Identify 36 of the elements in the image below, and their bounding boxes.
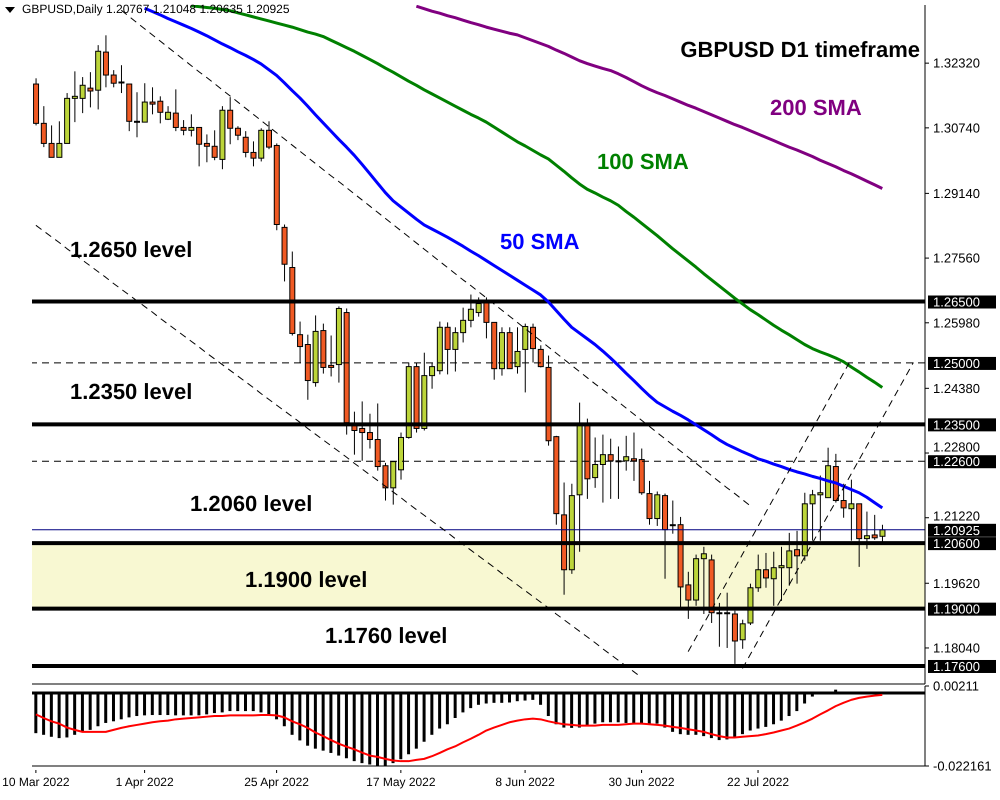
annotation: 1.2650 level bbox=[70, 237, 192, 264]
annotation: 1.2350 level bbox=[70, 379, 192, 406]
ref-line-label: 1.19000 bbox=[933, 602, 980, 617]
ref-line-label: 1.20600 bbox=[933, 536, 980, 552]
annotation: 1.1900 level bbox=[245, 566, 368, 593]
y-tick-label: 1.27560 bbox=[933, 250, 980, 266]
ref-line-label: 1.20925 bbox=[933, 522, 980, 538]
series-label: 100 SMA bbox=[597, 149, 689, 175]
y-tick-label: 1.30740 bbox=[933, 120, 980, 136]
x-tick-label: 22 Jul 2022 bbox=[727, 775, 790, 789]
x-tick-label: 30 Jun 2022 bbox=[608, 775, 675, 789]
ref-line-label: 1.22600 bbox=[933, 454, 980, 470]
y-tick-label: 1.24380 bbox=[933, 380, 980, 396]
ref-line-label: 1.26500 bbox=[933, 294, 980, 310]
x-tick-label: 10 Mar 2022 bbox=[2, 775, 70, 789]
x-tick-label: 17 May 2022 bbox=[366, 775, 436, 789]
ref-line-label: 1.17600 bbox=[933, 658, 980, 674]
annotation: 1.2060 level bbox=[190, 491, 312, 518]
y-tick-label: 1.18040 bbox=[933, 640, 980, 656]
series-label: 200 SMA bbox=[770, 95, 862, 121]
series-label: 50 SMA bbox=[500, 229, 580, 255]
ref-line-label: 1.25000 bbox=[933, 356, 980, 371]
annotation: 1.1760 level bbox=[325, 622, 448, 649]
y-tick-label: 1.22800 bbox=[933, 440, 980, 455]
x-tick-label: 8 Jun 2022 bbox=[495, 775, 556, 789]
text: GBPUSD D1 timeframe bbox=[680, 37, 920, 63]
x-tick-label: 25 Apr 2022 bbox=[244, 775, 310, 789]
y-tick-label: 1.32320 bbox=[933, 56, 980, 71]
y-tick-label: 1.21220 bbox=[933, 508, 980, 524]
y-tick-label: -0.022161 bbox=[933, 758, 992, 774]
y-tick-label: 0.00211 bbox=[933, 678, 980, 694]
y-tick-label: 1.19620 bbox=[933, 576, 980, 591]
y-tick-label: 1.25980 bbox=[933, 315, 980, 330]
x-tick-label: 1 Apr 2022 bbox=[116, 775, 174, 789]
ref-line-label: 1.23500 bbox=[933, 417, 980, 432]
y-tick-label: 1.29140 bbox=[933, 186, 980, 201]
